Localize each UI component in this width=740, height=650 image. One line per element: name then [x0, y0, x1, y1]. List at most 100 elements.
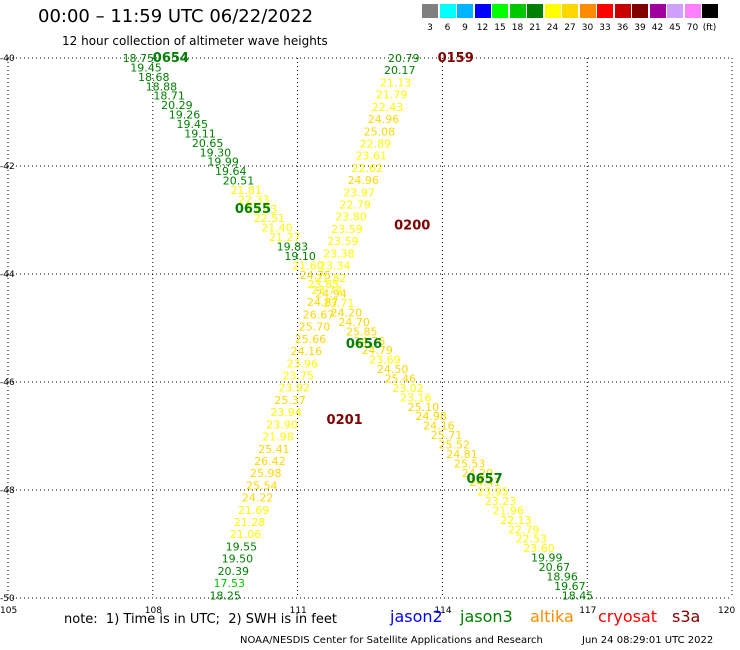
lon-tick-label: 120	[718, 606, 735, 616]
swh-value: 22.79	[508, 523, 540, 536]
swh-value: 24.70	[338, 316, 370, 329]
legend-swatch	[492, 4, 508, 18]
legend-label: 12	[476, 23, 489, 33]
swh-value: 20.51	[223, 175, 255, 188]
swh-value: 22.51	[254, 212, 286, 225]
swh-value: 18.88	[146, 80, 178, 93]
map-grid	[7, 57, 733, 599]
swh-value: 19.30	[200, 146, 232, 159]
swh-value: 21.13	[380, 76, 412, 89]
legend-label: 42	[651, 23, 664, 33]
swh-value: 25.52	[439, 438, 471, 451]
swh-value: 19.11	[184, 127, 216, 140]
legend-swatch	[667, 4, 683, 18]
swh-value: 19.67	[554, 580, 586, 593]
legend-swatch	[527, 4, 543, 18]
legend-swatch	[614, 4, 631, 18]
swh-value: 24.76	[354, 335, 386, 348]
swh-value: 24.87	[307, 296, 339, 309]
swh-value: 22.89	[360, 137, 392, 150]
credit-text: NOAA/NESDIS Center for Satellite Applica…	[240, 635, 543, 646]
lon-tick-label: 108	[145, 606, 162, 616]
swh-value: 23.38	[323, 247, 355, 260]
swh-value: 18.45	[562, 589, 594, 602]
swh-value: 24.98	[415, 410, 447, 423]
swh-value: 21.40	[261, 222, 293, 235]
swh-value: 24.16	[423, 420, 455, 433]
footer-note: note: 1) Time is in UTC; 2) SWH is in fe…	[64, 612, 337, 627]
swh-value: 21.27	[269, 231, 301, 244]
legend-label: 70	[686, 23, 699, 33]
swh-value: 21.98	[262, 431, 294, 444]
swh-value: 21.79	[376, 89, 408, 102]
lat-tick-label: -40	[0, 54, 15, 64]
swh-value: 21.82	[315, 272, 347, 285]
lat-tick-label: -48	[0, 486, 15, 496]
swh-value: 18.71	[153, 90, 185, 103]
legend-swatch	[457, 4, 473, 18]
legend-swatch	[702, 4, 718, 18]
swh-value: 23.75	[283, 369, 315, 382]
swh-value: 23.71	[323, 297, 355, 310]
swh-value: 23.74	[311, 284, 343, 297]
swh-value: 19.45	[177, 118, 209, 131]
swh-value: 23.97	[343, 186, 375, 199]
swh-value: 23.60	[523, 542, 555, 555]
swh-value: 22.13	[500, 514, 532, 527]
lat-tick-label: -46	[0, 378, 15, 388]
lon-tick-label: 105	[0, 606, 17, 616]
swh-value: 19.50	[222, 553, 254, 566]
swh-value: 19.99	[207, 156, 239, 169]
generated-timestamp: Jun 24 08:29:01 UTC 2022	[582, 635, 714, 646]
swh-value: 25.85	[346, 325, 378, 338]
legend-label: 3	[427, 23, 433, 33]
swh-value: 25.71	[431, 429, 463, 442]
legend-swatch	[562, 4, 578, 18]
legend-label: 21	[529, 23, 541, 33]
swh-value: 23.94	[270, 406, 302, 419]
pass-label: 0654	[153, 51, 189, 66]
legend-label: 30	[581, 23, 594, 33]
swh-value: 23.92	[278, 382, 310, 395]
swh-value: 23.95	[477, 486, 509, 499]
swh-value: 19.99	[531, 552, 563, 565]
pass-label: 0200	[394, 218, 430, 233]
legend-label: 6	[444, 23, 451, 33]
map-tick-labels: 105 108 111 114 117 120 -40 -42 -44 -46 -48 -50	[0, 54, 735, 616]
swh-value: 25.10	[408, 401, 440, 414]
swh-value: 24.75	[300, 269, 332, 282]
swh-value: 21.81	[230, 184, 262, 197]
swh-value: 25.46	[385, 372, 417, 385]
legend-label: 33	[599, 23, 611, 33]
swh-tracks: 18.7519.4518.6818.8818.7120.2919.2619.45…	[123, 52, 594, 602]
swh-value: 19.55	[226, 540, 258, 553]
swh-value: 24.81	[446, 448, 478, 461]
pass-labels: 0654 0655 0656 0657 0159 0200 0201	[153, 51, 503, 487]
satellite-cryosat: cryosat	[598, 607, 658, 626]
legend-swatch	[632, 4, 648, 18]
swh-value: 24.50	[377, 363, 409, 376]
swh-value: 23.80	[335, 211, 367, 224]
legend-label: 9	[462, 23, 468, 33]
swh-value: 23.69	[369, 354, 401, 367]
swh-value: 19.83	[277, 241, 309, 254]
lon-tick-label: 111	[290, 606, 307, 616]
swh-value: 19.10	[284, 250, 316, 263]
swh-value: 24.41	[469, 476, 501, 489]
swh-value: 24.16	[291, 345, 323, 358]
swh-value: 20.39	[218, 565, 250, 578]
pass-label: 0656	[346, 337, 382, 352]
legend-label: 18	[511, 23, 524, 33]
swh-value: 18.75	[123, 52, 155, 65]
swh-value: 25.08	[364, 125, 396, 138]
swh-value: 23.23	[485, 495, 517, 508]
legend-swatch	[544, 4, 561, 18]
swh-value: 20.17	[384, 64, 416, 77]
legend-label: 15	[494, 23, 506, 33]
legend-label: 39	[634, 23, 646, 33]
swh-value: 22.43	[372, 101, 404, 114]
pass-label: 0657	[467, 472, 503, 487]
legend-swatch	[579, 4, 596, 18]
swh-value: 20.29	[161, 99, 193, 112]
